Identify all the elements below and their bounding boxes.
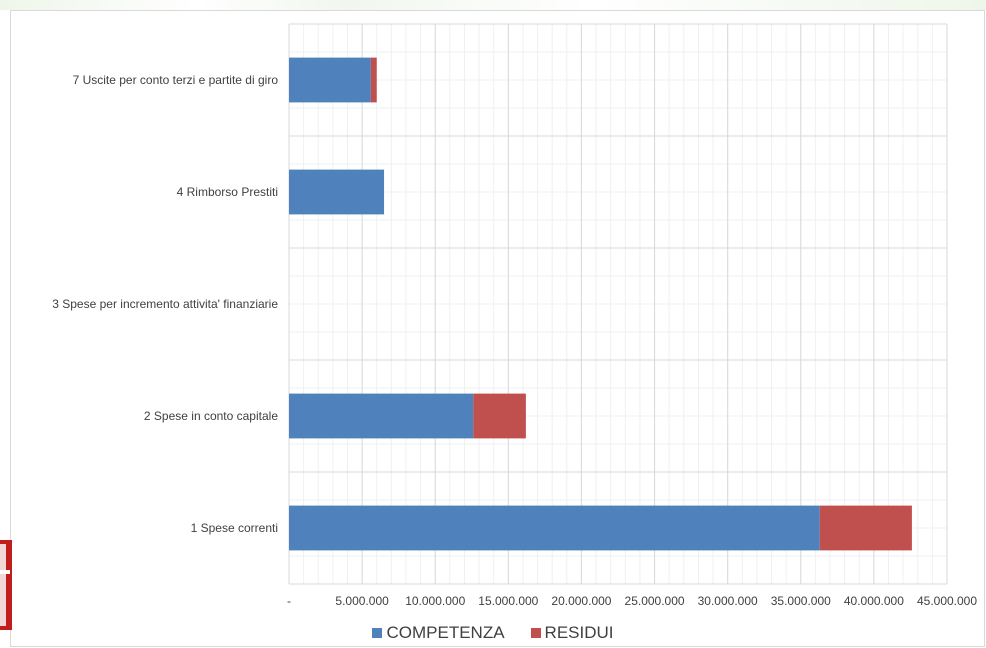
bar-chart: 7 Uscite per conto terzi e partite di gi… [0,0,986,620]
bar-competenza-1 [289,58,371,103]
category-label: 1 Spese correnti [191,521,278,535]
legend-swatch-residui [531,628,541,638]
x-tick-label: 25.000.000 [625,594,685,608]
x-tick-label: 30.000.000 [698,594,758,608]
bar-competenza-4 [289,394,473,439]
category-label: 2 Spese in conto capitale [144,409,278,423]
category-label: 3 Spese per incremento attivita' finanzi… [52,297,278,311]
legend-item-residui: RESIDUI [531,623,614,643]
category-label: 7 Uscite per conto terzi e partite di gi… [73,73,279,87]
legend-item-competenza: COMPETENZA [372,623,504,643]
bar-competenza-2 [289,170,384,215]
legend: COMPETENZA RESIDUI [0,621,986,645]
bar-residui-5 [820,506,912,551]
x-tick-label: 5.000.000 [335,594,389,608]
x-tick-label: 15.000.000 [478,594,538,608]
legend-swatch-competenza [372,628,382,638]
bar-residui-4 [473,394,526,439]
x-tick-label: 40.000.000 [844,594,904,608]
x-tick-label: 10.000.000 [405,594,465,608]
x-tick-label: 35.000.000 [771,594,831,608]
x-tick-label: 45.000.000 [917,594,977,608]
x-tick-label: 20.000.000 [551,594,611,608]
x-tick-label: - [287,594,291,608]
category-label: 4 Rimborso Prestiti [177,185,278,199]
legend-label-competenza: COMPETENZA [386,623,504,643]
bar-competenza-5 [289,506,820,551]
legend-label-residui: RESIDUI [545,623,614,643]
bar-residui-1 [371,58,377,103]
